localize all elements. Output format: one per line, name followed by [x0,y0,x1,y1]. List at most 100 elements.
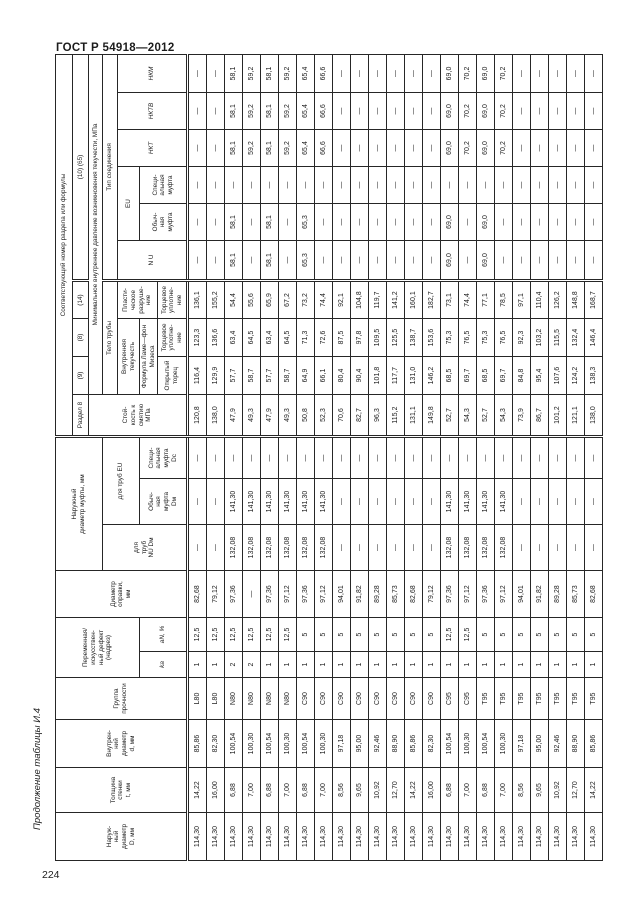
table-cell: — [422,203,441,241]
table-cell: 114,30 [187,812,207,861]
table-cell: 168,7 [584,280,603,319]
table-cell: 1 [404,651,423,678]
table-cell: 76,5 [458,318,477,357]
table-cell: — [332,129,351,167]
table-cell: 5 [584,617,603,652]
table-cell: — [278,436,297,479]
table-cell: 100,54 [440,719,459,768]
table-cell: 132,08 [458,524,477,571]
table-cell: 155,2 [206,280,225,319]
table-cell: 114,30 [548,812,567,861]
standard-code-header: ГОСТ Р 54918—2012 [56,42,175,54]
table-cell: — [584,54,603,93]
table-cell: — [584,436,603,479]
col-header-connection-type: Тип соединения [102,54,118,281]
table-cell: 114,30 [530,812,549,861]
table-cell: — [458,240,477,281]
table-cell: — [530,478,549,525]
table-cell: 97,12 [278,570,297,618]
table-cell: 121,1 [566,394,585,437]
table-cell: 114,30 [350,812,369,861]
table-cell: 59,2 [278,129,297,167]
table-row: 114,30 12,70 88,90 C90 1 5 85,73— — —115,2 117,7 1… [386,54,405,861]
table-cell: C90 [368,677,387,720]
table-cell: T95 [566,677,585,720]
table-cell: 5 [494,617,513,652]
table-cell: 141,30 [296,478,315,525]
table-cell: 114,30 [368,812,387,861]
table-cell: — [350,166,369,204]
table-cell: 5 [332,617,351,652]
table-cell: — [350,524,369,571]
table-cell: 58,1 [224,203,243,241]
table-cell: 70,2 [458,54,477,93]
table-cell: — [404,92,423,130]
table-cell: T95 [584,677,603,720]
table-cell: — [350,54,369,93]
table-cell: 58,1 [224,54,243,93]
table-cell: — [422,240,441,281]
table-cell: 47,9 [224,394,243,437]
table-cell: — [368,524,387,571]
table-cell: 114,30 [404,812,423,861]
table-cell: — [440,436,459,479]
table-cell: 97,8 [350,318,369,357]
col-header-end-seal: Торцевое уплотне- ние [157,318,188,357]
table-cell: 50,8 [296,394,315,437]
table-cell: — [422,436,441,479]
table-cell: 10,92 [368,767,387,813]
table-cell: 153,6 [422,318,441,357]
table-cell: 92,46 [548,719,567,768]
table-cell: — [350,240,369,281]
table-cell: 12,5 [224,617,243,652]
table-cell: — [422,92,441,130]
table-cell: — [386,203,405,241]
table-row: 114,30 7,00 100,30 N80 1 12,5 97,12 132,08 141,3… [278,54,297,861]
table-cell: 132,08 [278,524,297,571]
table-cell: 141,2 [386,280,405,319]
table-cell: 66,1 [314,356,333,395]
table-cell: — [548,166,567,204]
table-row: 114,30 16,00 82,30 L80 1 12,5 79,12— — —138,0 129… [206,54,225,861]
table-cell: 97,36 [296,570,315,618]
table-cell: 131,1 [404,394,423,437]
col-header-collapse-resistance: Стой- кость к смятию МПа [88,394,188,437]
table-cell: — [187,92,207,130]
table-cell: C90 [350,677,369,720]
table-cell: 1 [386,651,405,678]
table-cell: 69,7 [458,356,477,395]
table-cell: — [206,478,225,525]
table-cell: N80 [260,677,279,720]
table-cell: 54,3 [458,394,477,437]
table-cell: — [206,524,225,571]
table-cell: — [512,478,531,525]
table-cell: C95 [458,677,477,720]
table-cell: 7,00 [314,767,333,813]
table-cell: 97,1 [512,280,531,319]
table-cell: 5 [512,617,531,652]
table-row: 114,30 7,00 100,30 C90 1 5 97,12 132,08 141,30—5… [314,54,333,861]
table-cell: 1 [476,651,495,678]
table-cell: 115,5 [548,318,567,357]
table-cell: 79,12 [206,570,225,618]
table-cell: 85,73 [566,570,585,618]
table-cell: 116,4 [187,356,207,395]
col-header-ref-10-65: (10) (65) [72,54,89,281]
table-cell: 54,3 [494,394,513,437]
table-cell: — [422,166,441,204]
table-cell: 89,28 [548,570,567,618]
table-cell: 58,7 [242,356,261,395]
table-cell: 69,0 [440,54,459,93]
table-cell: 64,5 [242,318,261,357]
table-caption-wrap: Продолжение таблицы И.4 [32,55,50,860]
col-header-k-factor: kа [139,651,188,678]
table-cell: — [350,203,369,241]
col-header-section-8: Раздел 8 [72,394,89,437]
col-header-corresponding-number: Соответствующий номер раздела или формул… [55,54,73,437]
table-cell: C90 [314,677,333,720]
col-header-ref-9: (9) [72,356,89,395]
table-cell: 94,01 [332,570,351,618]
table-cell: 1 [278,651,297,678]
table-cell: 65,9 [260,280,279,319]
